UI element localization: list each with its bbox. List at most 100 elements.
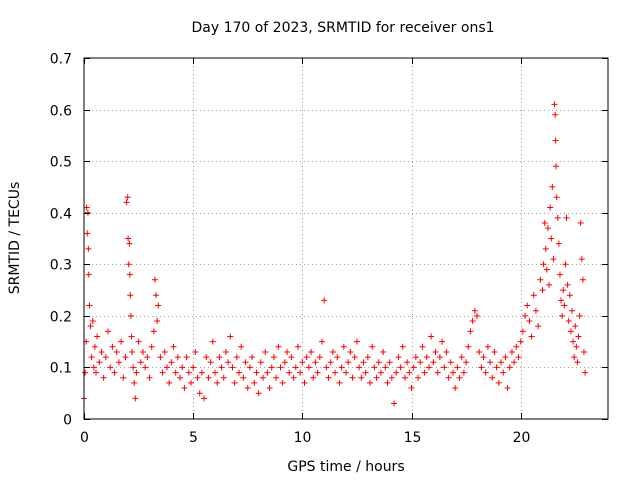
data-point [262, 348, 269, 355]
data-point [554, 214, 561, 221]
y-tick-label: 0.7 [50, 52, 72, 68]
data-point [445, 374, 452, 381]
data-point [240, 374, 247, 381]
data-point [428, 333, 435, 340]
grid [84, 58, 608, 419]
data-point [441, 364, 448, 371]
data-point [436, 354, 443, 361]
data-point [580, 348, 587, 355]
data-point [270, 354, 277, 361]
data-point [369, 343, 376, 350]
data-point [229, 364, 236, 371]
data-point [105, 328, 112, 335]
data-point [218, 364, 225, 371]
data-point [124, 194, 131, 201]
data-point [474, 312, 480, 319]
data-point [549, 183, 556, 190]
data-point [343, 369, 349, 376]
data-point [86, 302, 93, 309]
data-point [489, 374, 496, 381]
data-point [154, 318, 161, 325]
data-point [454, 364, 461, 371]
data-point [480, 354, 487, 361]
data-point [382, 364, 389, 371]
data-point [524, 302, 531, 309]
data-point [194, 374, 201, 381]
data-point [552, 137, 559, 144]
data-point [142, 364, 149, 371]
data-point [100, 374, 107, 381]
data-point [552, 111, 559, 118]
data-point [417, 359, 424, 366]
data-point [535, 323, 542, 330]
data-point [150, 328, 157, 335]
data-point [268, 364, 275, 371]
data-point [547, 204, 554, 211]
data-point [579, 276, 586, 283]
data-point [425, 364, 432, 371]
data-point [310, 374, 317, 381]
data-point [137, 359, 144, 366]
x-tick-label: 15 [404, 430, 422, 446]
data-point [205, 374, 212, 381]
data-point [530, 292, 537, 299]
data-point [349, 374, 356, 381]
data-point [574, 359, 581, 366]
y-tick-label: 0.5 [50, 155, 72, 171]
data-point [93, 369, 100, 376]
data-point [89, 318, 96, 325]
data-point [380, 348, 387, 355]
data-point [126, 271, 133, 278]
data-point [356, 364, 363, 371]
data-point [179, 364, 186, 371]
data-point [131, 379, 138, 386]
data-point [125, 235, 132, 242]
data-point [504, 385, 511, 392]
data-point [187, 379, 194, 386]
data-point [155, 302, 162, 309]
data-point [301, 379, 308, 386]
data-point [214, 379, 221, 386]
data-point [393, 369, 400, 376]
data-point [316, 354, 323, 361]
data-point [128, 333, 135, 340]
data-point [303, 354, 310, 361]
data-point [478, 364, 485, 371]
data-point [522, 312, 529, 319]
data-point [157, 354, 164, 361]
data-point [487, 359, 494, 366]
data-point [85, 271, 92, 278]
data-point [567, 328, 574, 335]
data-point [410, 364, 417, 371]
data-point [133, 369, 140, 376]
data-point [196, 390, 203, 397]
data-point [338, 364, 345, 371]
data-point [434, 369, 441, 376]
data-point [404, 359, 411, 366]
data-point [88, 354, 95, 361]
data-point [111, 369, 118, 376]
data-point [172, 369, 179, 376]
data-point [421, 369, 428, 376]
data-point [563, 214, 570, 221]
data-point [334, 354, 341, 361]
data-point [85, 245, 92, 252]
data-point [555, 240, 562, 247]
data-point [207, 359, 214, 366]
data-point [439, 338, 446, 345]
data-point [515, 354, 522, 361]
data-point [292, 364, 299, 371]
data-point [120, 374, 127, 381]
data-point [362, 369, 369, 376]
data-point [377, 369, 384, 376]
x-tick-label: 5 [189, 430, 198, 446]
data-point [340, 343, 347, 350]
data-point [551, 101, 558, 108]
data-point [401, 374, 408, 381]
data-point [556, 271, 563, 278]
data-point [118, 338, 125, 345]
data-point [491, 348, 498, 355]
data-point [125, 261, 132, 268]
data-point [560, 287, 567, 294]
y-tick-label: 0.3 [50, 258, 72, 274]
